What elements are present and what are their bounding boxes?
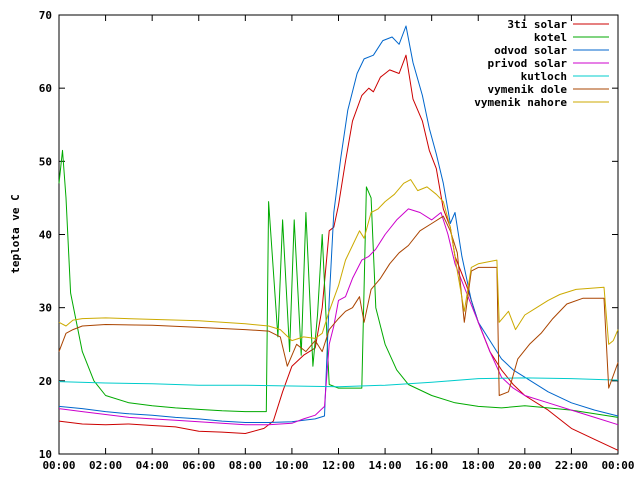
x-tick-label: 12:00 [322,459,355,472]
series-line-vymenik-dole [58,215,619,396]
series-line-vymenik-nahore [58,179,619,345]
legend-label: privod solar [488,57,568,70]
x-tick-labels: 00:00 02:00 04:00 06:00 08:00 10:00 12:00 14:00… [42,459,634,472]
y-tick-label: 20 [39,375,52,388]
legend-label: kotel [534,31,567,44]
y-tick-label: 10 [39,448,52,461]
y-tick-labels: 10 20 30 40 50 60 70 [39,9,52,461]
legend-label: 3ti solar [507,18,567,31]
x-tick-label: 14:00 [369,459,402,472]
x-tick-label: 20:00 [508,459,541,472]
y-axis-title: teplota ve C [9,194,22,273]
series-line-privod-solar [58,208,619,426]
x-tick-label: 22:00 [555,459,588,472]
y-tick-label: 30 [39,302,52,315]
legend-label: vymenik dole [488,83,568,96]
y-tick-label: 50 [39,155,52,168]
series-lines [58,25,619,451]
legend-label: kutloch [521,70,567,83]
y-tick-label: 60 [39,82,52,95]
series-line-kotel [58,149,619,418]
x-tick-label: 04:00 [136,459,169,472]
y-tick-label: 40 [39,229,52,242]
x-tick-label: 00:00 [42,459,75,472]
x-tick-label: 16:00 [415,459,448,472]
series-line-odvod-solar [58,25,619,423]
x-tick-label: 06:00 [182,459,215,472]
legend-label: vymenik nahore [474,96,567,109]
legend-label: odvod solar [494,44,567,57]
y-tick-label: 70 [39,9,52,22]
axis-ticks [58,14,619,455]
x-tick-label: 08:00 [229,459,262,472]
series-line-3ti-solar [58,54,619,451]
x-tick-label: 00:00 [601,459,634,472]
x-tick-label: 02:00 [89,459,122,472]
x-tick-label: 10:00 [275,459,308,472]
series-line-kutloch [58,377,619,388]
x-tick-label: 18:00 [462,459,495,472]
